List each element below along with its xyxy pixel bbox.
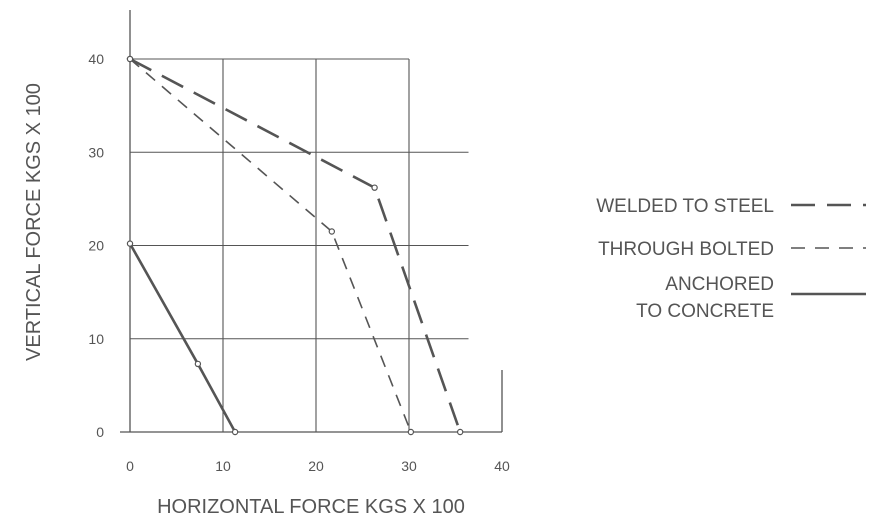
series-group (126, 55, 464, 436)
grid (130, 58, 469, 432)
x-tick-label: 20 (308, 458, 324, 474)
axes (120, 10, 503, 433)
series-line-2 (129, 58, 412, 433)
y-tick-label: 10 (88, 331, 104, 347)
y-tick-label: 0 (96, 424, 104, 440)
x-tick-label: 10 (215, 458, 231, 474)
y-tick-labels: 0 10 20 30 40 (88, 51, 104, 440)
data-point (328, 228, 336, 235)
data-point (407, 428, 415, 436)
x-tick-labels: 0 10 20 30 40 (126, 458, 510, 474)
y-axis-title: VERTICAL FORCE KGS X 100 (23, 83, 45, 361)
series-line-3 (128, 242, 237, 433)
legend-label: THROUGH BOLTED (598, 239, 774, 260)
x-tick-label: 30 (401, 458, 417, 474)
x-tick-label: 40 (494, 458, 510, 474)
x-tick-label: 0 (126, 458, 134, 474)
data-point (371, 184, 378, 191)
legend-label: ANCHORED (665, 274, 774, 295)
data-point (456, 428, 464, 436)
y-tick-label: 30 (88, 144, 104, 160)
data-point (194, 360, 202, 368)
legend-label: TO CONCRETE (636, 301, 774, 322)
legend-label: WELDED TO STEEL (596, 196, 774, 217)
series-line-1 (129, 57, 462, 433)
x-axis-title: HORIZONTAL FORCE KGS X 100 (157, 496, 465, 516)
y-tick-label: 40 (88, 51, 104, 67)
y-tick-label: 20 (88, 238, 104, 254)
data-point (231, 428, 239, 436)
data-point (126, 55, 134, 63)
data-point (126, 240, 134, 247)
legend: WELDED TO STEEL THROUGH BOLTED ANCHORED TO … (596, 196, 866, 322)
